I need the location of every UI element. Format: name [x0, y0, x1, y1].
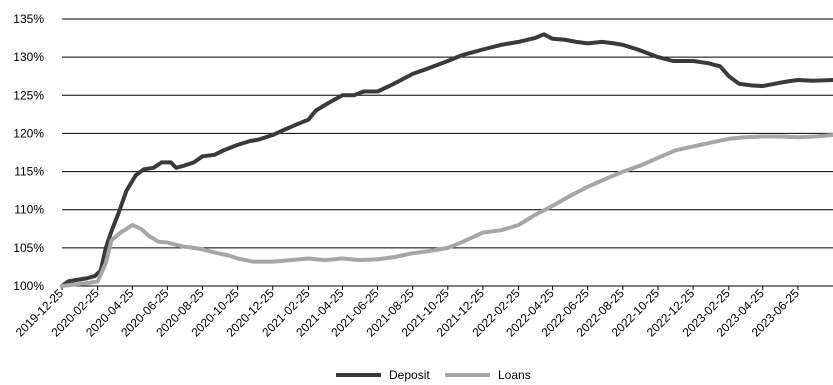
y-tick-label: 135%	[13, 12, 44, 26]
y-tick-labels: 100% 105% 110% 115% 120% 125% 130% 135%	[13, 12, 44, 293]
y-tick-label: 100%	[13, 279, 44, 293]
y-tick-label: 130%	[13, 50, 44, 64]
series-line-loans	[60, 133, 833, 288]
y-tick-label: 110%	[14, 203, 44, 217]
y-tick-label: 120%	[13, 126, 44, 140]
x-tick-labels: 2019-12-252020-02-252020-04-252020-06-25…	[13, 286, 802, 340]
x-axis	[61, 285, 833, 290]
y-tick-label: 105%	[13, 241, 44, 255]
legend: Deposit Loans	[336, 368, 531, 382]
y-tick-label: 115%	[14, 165, 44, 179]
gridlines	[62, 18, 833, 249]
series-lines	[60, 32, 833, 288]
legend-label-loans: Loans	[498, 368, 531, 382]
y-tick-label: 125%	[13, 88, 44, 102]
legend-label-deposit: Deposit	[389, 368, 430, 382]
